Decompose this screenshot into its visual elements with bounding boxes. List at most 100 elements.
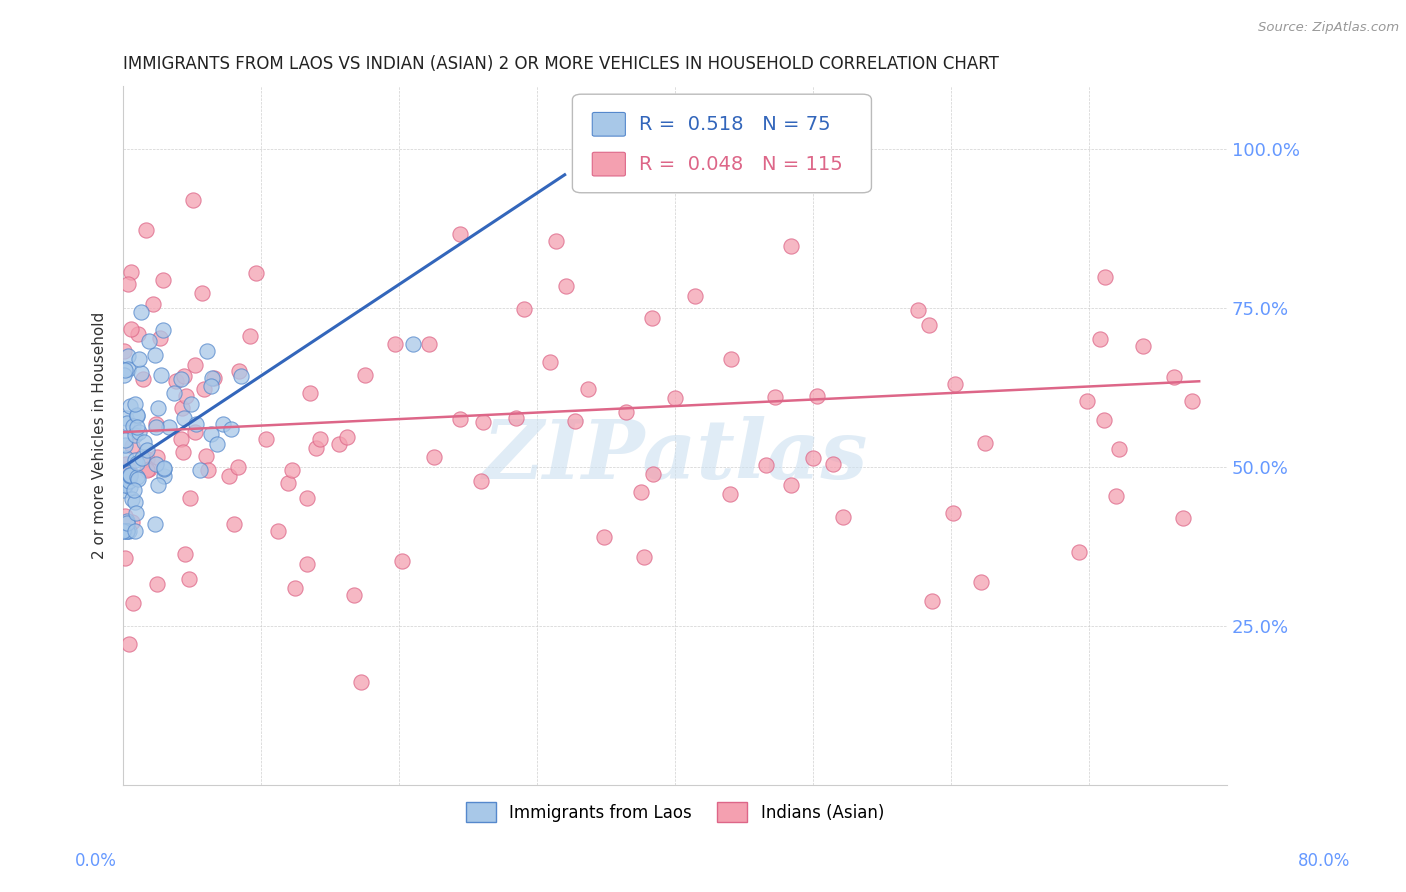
Point	[115, 514, 138, 528]
Point	[138, 462, 160, 476]
Text: Source: ZipAtlas.com: Source: ZipAtlas.com	[1258, 21, 1399, 34]
Text: 0.0%: 0.0%	[75, 852, 117, 870]
FancyBboxPatch shape	[592, 112, 626, 136]
FancyBboxPatch shape	[592, 153, 626, 176]
Point	[124, 495, 146, 509]
Point	[277, 475, 299, 490]
Point	[115, 516, 138, 531]
Point	[505, 411, 527, 425]
Point	[152, 273, 174, 287]
Point	[974, 435, 997, 450]
Point	[305, 441, 328, 455]
Point	[157, 420, 180, 434]
Point	[471, 415, 494, 429]
Point	[120, 467, 142, 481]
Point	[117, 349, 139, 363]
Point	[112, 524, 135, 538]
Point	[918, 318, 941, 332]
Point	[921, 593, 943, 607]
Point	[117, 461, 139, 475]
Point	[173, 369, 195, 384]
Point	[254, 433, 277, 447]
Point	[1181, 394, 1204, 409]
Point	[211, 417, 233, 432]
Point	[179, 491, 201, 505]
Point	[970, 575, 993, 590]
Point	[197, 463, 219, 477]
Point	[152, 460, 174, 475]
Point	[191, 286, 214, 301]
Point	[115, 451, 138, 466]
Point	[129, 305, 152, 319]
Point	[350, 675, 373, 690]
Point	[146, 576, 169, 591]
Point	[136, 463, 159, 477]
Text: R =  0.048   N = 115: R = 0.048 N = 115	[638, 154, 842, 174]
Point	[1092, 413, 1115, 427]
Point	[228, 364, 250, 378]
Point	[118, 468, 141, 483]
Point	[1105, 489, 1128, 503]
Point	[308, 432, 330, 446]
Point	[135, 443, 157, 458]
Point	[470, 474, 492, 488]
Point	[184, 425, 207, 440]
Point	[1069, 544, 1091, 558]
Point	[115, 464, 138, 478]
Point	[118, 480, 141, 494]
Point	[125, 506, 148, 520]
Point	[170, 432, 193, 446]
Point	[1132, 339, 1154, 353]
Point	[114, 363, 136, 377]
Point	[112, 344, 135, 359]
Point	[124, 428, 146, 442]
Point	[145, 517, 167, 532]
Point	[142, 297, 165, 311]
Point	[114, 478, 136, 492]
Point	[831, 509, 853, 524]
Point	[267, 524, 290, 538]
Point	[218, 468, 240, 483]
Point	[200, 370, 222, 384]
Point	[129, 366, 152, 380]
Point	[180, 397, 202, 411]
Point	[121, 491, 143, 506]
Point	[281, 463, 304, 477]
Text: 80.0%: 80.0%	[1298, 852, 1351, 870]
Point	[239, 329, 262, 343]
Point	[115, 457, 138, 471]
Point	[115, 524, 138, 538]
Point	[121, 515, 143, 529]
Point	[295, 491, 318, 505]
Point	[131, 451, 153, 466]
Point	[118, 468, 141, 483]
Point	[328, 437, 350, 451]
Point	[806, 389, 828, 403]
Point	[125, 409, 148, 423]
Point	[513, 302, 536, 317]
Point	[720, 352, 742, 367]
Point	[148, 478, 170, 492]
Point	[336, 430, 359, 444]
Point	[593, 530, 616, 544]
Point	[353, 368, 375, 382]
Point	[128, 425, 150, 439]
Point	[128, 352, 150, 367]
Point	[616, 404, 638, 418]
Point	[181, 193, 204, 207]
Text: R =  0.518   N = 75: R = 0.518 N = 75	[638, 115, 830, 134]
Point	[546, 235, 568, 249]
Point	[554, 278, 576, 293]
Point	[226, 460, 249, 475]
Point	[165, 374, 187, 388]
Point	[149, 330, 172, 344]
Point	[117, 416, 139, 430]
Point	[576, 382, 599, 396]
Point	[170, 372, 193, 386]
Point	[135, 223, 157, 237]
Point	[132, 372, 155, 386]
Point	[1076, 393, 1098, 408]
Point	[118, 636, 141, 650]
Point	[202, 371, 225, 385]
Point	[538, 355, 561, 369]
